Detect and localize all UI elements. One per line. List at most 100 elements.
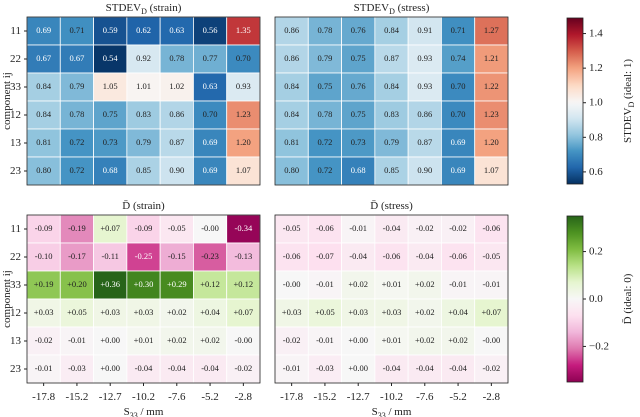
cell-label: +0.02	[167, 307, 187, 317]
cell-label: +0.19	[34, 279, 54, 289]
colorbar-tick-label: 1.4	[589, 27, 603, 39]
cell-label: 0.69	[451, 137, 466, 147]
cell-label: +0.20	[67, 279, 87, 289]
heatmap-cell	[407, 354, 442, 384]
heatmap-cell	[26, 100, 61, 130]
cell-label: +0.07	[234, 307, 254, 317]
cell-label: -0.06	[316, 223, 334, 233]
heatmap-cell	[126, 298, 161, 328]
cell-label: +0.05	[67, 307, 87, 317]
cell-label: +0.00	[100, 363, 120, 373]
cell-label: 0.77	[203, 53, 218, 63]
x-tick-label: -5.2	[449, 391, 466, 403]
cell-label: 0.84	[384, 25, 400, 35]
colorbar-tick-label: 0.8	[589, 131, 603, 143]
heatmap-cell	[159, 44, 194, 74]
heatmap-cell	[159, 242, 194, 272]
heatmap-cell	[226, 44, 261, 74]
heatmap-cell	[474, 326, 509, 356]
y-tick-label: 12	[10, 109, 21, 121]
heatmap-cell	[93, 72, 128, 102]
panel-frame	[26, 214, 261, 384]
cell-label: -0.01	[283, 363, 301, 373]
cell-label: -0.01	[449, 279, 467, 289]
cell-label: +0.29	[167, 279, 187, 289]
heatmap-cell	[274, 354, 309, 384]
heatmap-cell	[474, 128, 509, 158]
cell-label: -0.02	[283, 335, 301, 345]
cell-label: -0.06	[449, 251, 467, 261]
cell-label: +0.03	[282, 307, 302, 317]
cell-label: -0.25	[135, 251, 153, 261]
cell-label: -0.23	[201, 251, 219, 261]
panel-title: STDEVD (stress)	[354, 2, 430, 17]
x-tick-label: -7.6	[416, 391, 434, 403]
cell-label: 0.93	[417, 53, 432, 63]
cell-label: +0.00	[348, 335, 368, 345]
heatmap-cell	[441, 128, 476, 158]
cell-label: 0.80	[36, 165, 51, 175]
heatmap-cell	[307, 242, 342, 272]
cell-label: -0.04	[383, 223, 401, 233]
heatmap-cell	[59, 270, 94, 300]
cell-label: -0.04	[135, 363, 153, 373]
cell-label: 0.70	[203, 109, 218, 119]
cell-label: -0.01	[349, 223, 367, 233]
cell-label: -0.01	[316, 279, 334, 289]
cell-label: 0.87	[417, 137, 432, 147]
colorbar-tick-label: 1.2	[589, 62, 603, 74]
cell-label: 0.72	[69, 137, 84, 147]
heatmap-cell	[407, 242, 442, 272]
cell-label: -0.09	[35, 223, 53, 233]
cell-label: 0.69	[203, 165, 218, 175]
cell-label: -0.17	[68, 251, 86, 261]
y-tick-label: 23	[10, 363, 22, 375]
heatmap-cell	[341, 326, 376, 356]
heatmap-cell	[226, 270, 261, 300]
heatmap-cell	[274, 128, 309, 158]
cell-label: +0.03	[382, 307, 402, 317]
cell-label: +0.02	[415, 335, 435, 345]
cell-label: 1.27	[484, 25, 499, 35]
heatmap-cell	[474, 298, 509, 328]
y-tick-label: 11	[10, 223, 21, 235]
cell-label: 0.79	[384, 137, 399, 147]
heatmap-cell	[93, 128, 128, 158]
colorbar	[566, 17, 584, 185]
heatmap-cell	[93, 242, 128, 272]
heatmap-cell	[407, 326, 442, 356]
cell-label: 0.75	[317, 81, 332, 91]
cell-label: 0.68	[103, 165, 118, 175]
cell-label: 0.86	[284, 53, 299, 63]
cell-label: +0.12	[200, 279, 220, 289]
cell-label: 0.93	[236, 81, 251, 91]
cell-label: 1.23	[236, 109, 251, 119]
cell-label: +0.12	[234, 279, 254, 289]
heatmap-cell	[407, 44, 442, 74]
cell-label: 0.69	[36, 25, 51, 35]
cell-label: +0.03	[100, 307, 120, 317]
cell-label: 0.63	[169, 25, 184, 35]
heatmap-cell	[441, 354, 476, 384]
cell-label: +0.01	[382, 279, 402, 289]
colorbar-tick-label: −0.2	[589, 340, 609, 352]
heatmap-cell	[159, 156, 194, 186]
cell-label: 0.54	[103, 53, 119, 63]
heatmap-cell	[474, 214, 509, 244]
heatmap-cell	[307, 270, 342, 300]
cell-label: 0.76	[351, 81, 366, 91]
y-tick-label: 11	[10, 25, 21, 37]
cell-label: 0.78	[317, 25, 332, 35]
heatmap-cell	[159, 298, 194, 328]
cell-label: 0.73	[351, 137, 366, 147]
y-tick-label: 22	[10, 251, 21, 263]
x-axis-label: S33 / mm	[124, 406, 164, 417]
cell-label: -0.03	[316, 363, 334, 373]
heatmap-cell	[441, 44, 476, 74]
heatmap-cell	[193, 354, 228, 384]
cell-label: -0.04	[201, 363, 219, 373]
cell-label: 0.93	[417, 81, 432, 91]
heatmap-cell	[374, 44, 409, 74]
heatmap-cell	[159, 72, 194, 102]
